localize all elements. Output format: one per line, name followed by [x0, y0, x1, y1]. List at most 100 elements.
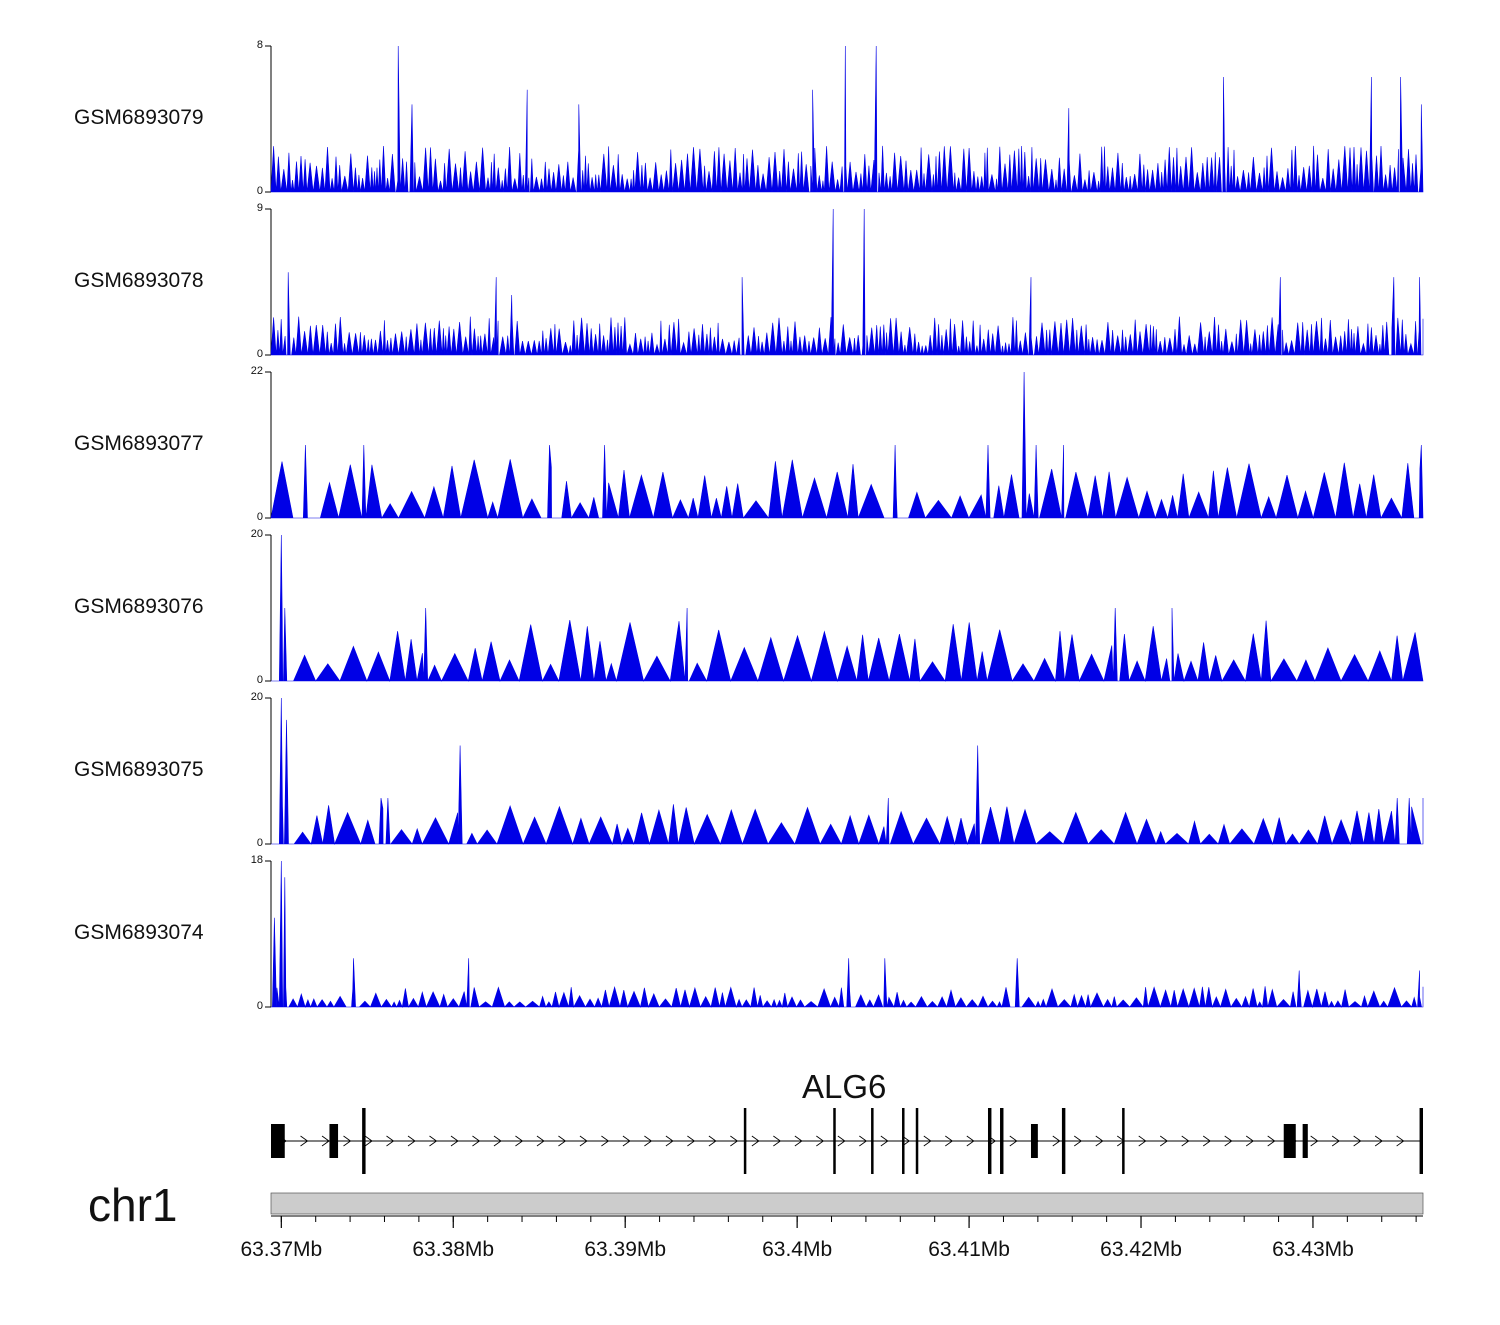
- strand-arrow: [773, 1135, 782, 1147]
- track-label: GSM6893079: [74, 106, 204, 129]
- strand-arrow: [450, 1135, 459, 1147]
- x-tick-label: 63.38Mb: [412, 1238, 495, 1261]
- strand-arrow: [493, 1135, 502, 1147]
- y-tick-label-max: 22: [250, 365, 263, 377]
- strand-arrow: [794, 1135, 803, 1147]
- coverage-area: [271, 860, 1424, 1009]
- strand-arrow: [300, 1135, 309, 1147]
- chromosome-bar: [270, 1192, 1424, 1215]
- track-label: GSM6893078: [74, 269, 204, 292]
- strand-arrow: [1331, 1135, 1340, 1147]
- x-tick-label: 63.43Mb: [1272, 1238, 1354, 1261]
- strand-arrow: [386, 1135, 395, 1147]
- strand-arrow: [1052, 1135, 1061, 1147]
- y-tick-label-max: 20: [250, 528, 263, 540]
- strand-arrow: [364, 1135, 373, 1147]
- exon: [1419, 1108, 1423, 1174]
- strand-arrow: [558, 1135, 567, 1147]
- exon: [329, 1124, 339, 1158]
- strand-arrow: [407, 1135, 416, 1147]
- strand-arrow: [1159, 1135, 1169, 1147]
- strand-arrow: [880, 1135, 889, 1147]
- strand-arrow: [966, 1135, 975, 1147]
- y-tick-label-max: 8: [256, 39, 263, 51]
- strand-arrow: [1009, 1135, 1018, 1147]
- y-tick-label-min: 0: [256, 348, 263, 360]
- exon: [871, 1108, 874, 1174]
- strand-arrow: [429, 1135, 438, 1147]
- exon: [1302, 1124, 1308, 1158]
- strand-arrow: [321, 1135, 330, 1147]
- strand-arrow: [1245, 1135, 1254, 1147]
- strand-arrow: [665, 1135, 674, 1147]
- track-label: GSM6893074: [74, 921, 204, 944]
- exon: [987, 1108, 992, 1174]
- strand-arrow: [1181, 1135, 1190, 1147]
- y-tick-label-min: 0: [256, 185, 263, 197]
- strand-arrow: [515, 1135, 524, 1147]
- strand-arrow: [859, 1135, 868, 1147]
- exon: [1061, 1108, 1066, 1174]
- strand-arrow: [1073, 1135, 1083, 1147]
- track-label: GSM6893075: [74, 758, 204, 781]
- y-tick-label-min: 0: [256, 674, 263, 686]
- x-tick-label: 63.39Mb: [584, 1238, 667, 1261]
- coverage-area: [270, 45, 1424, 193]
- y-tick-label-max: 18: [250, 854, 263, 866]
- y-tick-label-min: 0: [256, 1000, 263, 1012]
- track-label: GSM6893076: [74, 595, 204, 618]
- strand-arrow: [472, 1135, 481, 1147]
- exon: [833, 1108, 836, 1174]
- x-tick-label: 63.4Mb: [762, 1238, 833, 1261]
- y-tick-label-min: 0: [256, 837, 263, 849]
- exon: [915, 1108, 919, 1174]
- strand-arrow: [837, 1135, 846, 1147]
- strand-arrow: [622, 1135, 631, 1147]
- strand-arrow: [343, 1135, 352, 1147]
- strand-arrow: [923, 1135, 932, 1147]
- exon: [1000, 1108, 1004, 1174]
- x-tick-label: 63.42Mb: [1100, 1238, 1182, 1261]
- strand-arrow: [579, 1135, 588, 1147]
- coverage-area: [270, 208, 1424, 356]
- strand-arrow: [1224, 1135, 1233, 1147]
- strand-arrow: [687, 1135, 696, 1147]
- strand-arrow: [1202, 1135, 1211, 1147]
- x-tick-label: 63.41Mb: [928, 1238, 1010, 1261]
- strand-arrow: [1095, 1135, 1104, 1147]
- strand-arrow: [816, 1135, 825, 1147]
- strand-arrow: [1310, 1135, 1319, 1147]
- x-tick-label: 63.37Mb: [240, 1238, 323, 1261]
- coverage-area: [271, 534, 1424, 683]
- coverage-area: [271, 697, 1424, 846]
- strand-arrow: [730, 1135, 739, 1147]
- y-tick-label-min: 0: [256, 511, 263, 523]
- chromosome-label: chr1: [88, 1179, 178, 1231]
- strand-arrow: [536, 1135, 545, 1147]
- strand-arrow: [644, 1135, 653, 1147]
- exon: [271, 1124, 285, 1158]
- exon: [1283, 1124, 1296, 1158]
- strand-arrow: [1138, 1135, 1147, 1147]
- exon: [902, 1108, 905, 1174]
- y-tick-label-max: 20: [250, 691, 263, 703]
- strand-arrow: [1396, 1135, 1405, 1147]
- strand-arrow: [1267, 1135, 1276, 1147]
- strand-arrow: [1374, 1135, 1383, 1147]
- y-tick-label-max: 9: [256, 202, 263, 214]
- strand-arrow: [751, 1135, 760, 1147]
- coverage-area: [270, 371, 1424, 520]
- strand-arrow: [708, 1135, 717, 1147]
- strand-arrow: [902, 1135, 911, 1147]
- strand-arrow: [1353, 1135, 1362, 1147]
- strand-arrow: [601, 1135, 610, 1147]
- exon: [1122, 1108, 1125, 1174]
- strand-arrow: [945, 1135, 954, 1147]
- gene-label: ALG6: [802, 1068, 887, 1105]
- exon: [362, 1108, 366, 1174]
- exon: [743, 1108, 747, 1174]
- exon: [1030, 1124, 1038, 1158]
- track-label: GSM6893077: [74, 432, 204, 455]
